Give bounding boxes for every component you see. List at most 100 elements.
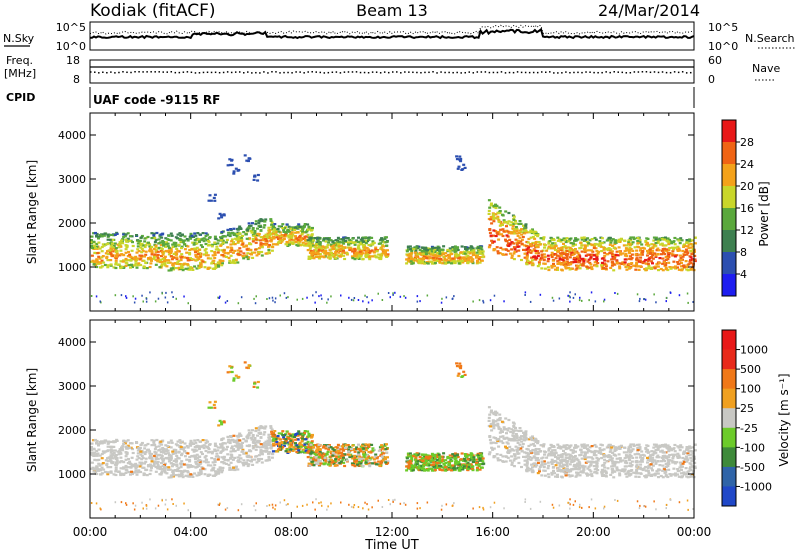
power-point — [502, 230, 506, 233]
power-point — [668, 266, 672, 269]
power-point — [489, 215, 493, 219]
velocity-point — [254, 427, 258, 430]
power-point — [371, 242, 375, 245]
nave-point — [347, 71, 350, 73]
velocity-point — [122, 473, 126, 476]
velocity-point — [245, 444, 249, 447]
power-point — [124, 264, 128, 267]
power-point — [606, 238, 610, 241]
power-point — [122, 259, 126, 262]
power-point — [314, 249, 318, 252]
power-point — [551, 259, 555, 262]
velocity-point — [318, 460, 322, 463]
power-point — [638, 239, 642, 242]
power-point — [685, 239, 689, 242]
power-point — [240, 296, 243, 299]
power-point — [122, 233, 126, 236]
power-point — [327, 237, 331, 240]
power-point — [259, 229, 263, 232]
nave-point — [577, 71, 579, 74]
power-point — [448, 249, 452, 253]
velocity-point — [351, 444, 355, 447]
velocity-point — [377, 460, 381, 463]
power-point — [492, 220, 496, 223]
velocity-point — [277, 437, 281, 440]
power-point — [153, 241, 157, 244]
power-point — [309, 229, 313, 232]
power-point — [671, 246, 674, 249]
nave-point — [512, 71, 515, 74]
velocity-point — [365, 457, 368, 460]
power-point — [616, 292, 619, 295]
power-point — [162, 241, 166, 244]
power-point — [272, 237, 276, 240]
power-point — [296, 231, 300, 234]
velocity-point — [109, 454, 113, 457]
power-point — [157, 258, 161, 261]
power-point — [597, 250, 600, 253]
power-point — [374, 248, 378, 251]
power-point — [693, 236, 697, 239]
power-point — [375, 250, 379, 253]
nsky-tick-low: 10^0 — [56, 40, 86, 53]
velocity-point — [136, 449, 140, 452]
power-point — [357, 236, 360, 239]
velocity-point — [314, 450, 318, 453]
power-point — [232, 172, 236, 175]
power-point — [663, 244, 667, 247]
velocity-point — [156, 460, 160, 463]
power-point — [488, 231, 492, 234]
power-point — [219, 239, 223, 242]
power-point — [567, 266, 570, 269]
power-point — [427, 257, 431, 260]
velocity-point — [92, 439, 96, 442]
power-point — [569, 291, 571, 294]
velocity-point — [143, 473, 147, 476]
power-point — [687, 240, 691, 243]
power-point — [568, 256, 572, 259]
power-point — [613, 241, 617, 244]
velocity-point — [173, 463, 177, 466]
velocity-point — [193, 456, 197, 459]
power-point — [216, 251, 220, 254]
power-point — [241, 255, 245, 258]
power-point — [132, 295, 134, 298]
nave-point — [553, 72, 555, 74]
power-point — [97, 262, 100, 265]
power-point — [569, 261, 573, 264]
power-point — [120, 239, 123, 242]
power-point — [466, 262, 470, 265]
power-point — [464, 247, 467, 250]
power-point — [438, 248, 442, 251]
power-point — [275, 233, 279, 237]
power-point — [219, 244, 223, 247]
velocity-point — [195, 444, 199, 447]
power-point — [462, 250, 466, 253]
power-point — [227, 256, 231, 259]
velocity-point — [112, 454, 116, 457]
power-point — [409, 260, 413, 263]
power-point — [175, 258, 179, 261]
power-point — [163, 262, 167, 265]
power-point — [536, 265, 540, 268]
power-point — [448, 259, 451, 262]
power-point — [427, 250, 431, 253]
power-point — [304, 242, 308, 246]
velocity-point — [165, 472, 169, 475]
power-point — [514, 222, 518, 225]
velocity-point — [109, 448, 113, 451]
power-point — [331, 253, 335, 256]
colorbar-swatch — [722, 186, 736, 209]
power-point — [285, 241, 289, 244]
power-point — [590, 291, 593, 294]
power-point — [170, 258, 174, 261]
power-point — [371, 299, 373, 302]
power-point — [457, 256, 461, 259]
power-point — [656, 253, 660, 256]
velocity-point — [264, 445, 268, 448]
power-point — [663, 253, 667, 256]
power-point — [517, 222, 521, 226]
power-point — [548, 240, 552, 243]
power-point — [669, 240, 672, 243]
